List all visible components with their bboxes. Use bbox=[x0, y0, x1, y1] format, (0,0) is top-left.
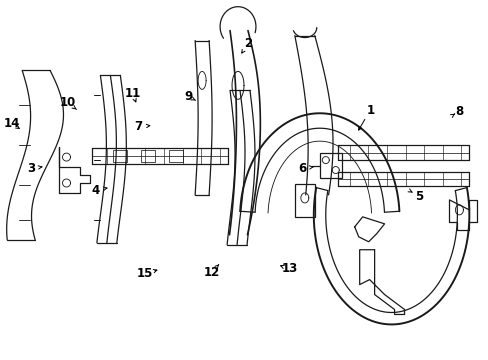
Text: 5: 5 bbox=[414, 190, 422, 203]
Bar bbox=[141, 150, 155, 162]
Bar bbox=[113, 150, 127, 162]
Text: 6: 6 bbox=[297, 162, 305, 175]
Bar bbox=[319, 153, 341, 178]
Text: 15: 15 bbox=[136, 267, 152, 280]
Bar bbox=[169, 150, 183, 162]
Text: 11: 11 bbox=[124, 87, 140, 100]
Text: 10: 10 bbox=[60, 96, 76, 109]
Text: 4: 4 bbox=[91, 184, 100, 197]
Text: 9: 9 bbox=[184, 90, 192, 103]
Text: 2: 2 bbox=[244, 36, 252, 50]
Text: 3: 3 bbox=[27, 162, 35, 175]
Text: 13: 13 bbox=[281, 262, 297, 275]
Text: 1: 1 bbox=[366, 104, 374, 117]
Bar bbox=[294, 184, 314, 217]
Text: 14: 14 bbox=[3, 117, 20, 130]
Text: 12: 12 bbox=[203, 266, 219, 279]
Text: 7: 7 bbox=[134, 121, 142, 134]
Text: 8: 8 bbox=[454, 105, 462, 118]
